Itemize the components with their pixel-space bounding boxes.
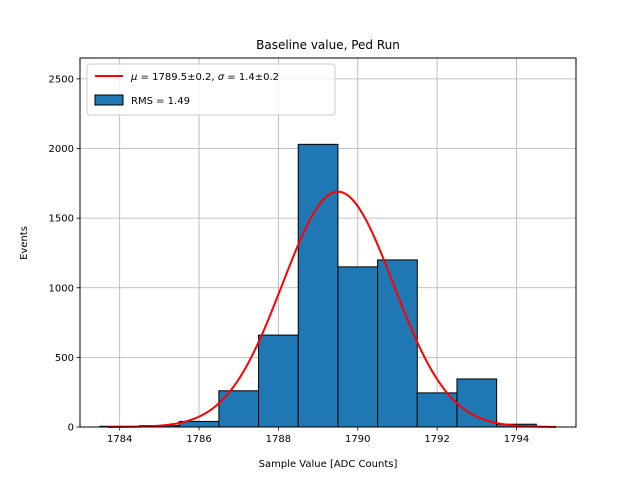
legend-sigma-symbol: σ	[218, 72, 225, 83]
y-axis-ticks: 0 500 1000 1500 2000 2500	[49, 74, 80, 434]
x-axis-label: Sample Value [ADC Counts]	[259, 459, 398, 470]
legend: μ = 1789.5±0.2, σ = 1.4±0.2 RMS = 1.49	[86, 63, 336, 116]
legend-histogram-label: RMS = 1.49	[131, 96, 190, 107]
plot-frame	[79, 57, 577, 428]
x-tick-label: 1792	[424, 434, 449, 445]
x-tick-label: 1788	[266, 434, 291, 445]
x-tick-label: 1784	[107, 434, 132, 445]
legend-box	[86, 63, 336, 116]
legend-mu-symbol: μ	[130, 72, 137, 83]
y-tick-label: 500	[55, 353, 74, 364]
histogram-bar	[337, 266, 379, 428]
histogram-bar	[456, 378, 498, 428]
gaussian-fit-curve	[107, 190, 557, 428]
histogram-bars	[99, 143, 537, 428]
x-tick-label: 1794	[504, 434, 529, 445]
y-tick-label: 2000	[49, 144, 74, 155]
x-tick-label: 1790	[345, 434, 370, 445]
legend-histogram-swatch	[94, 94, 124, 106]
legend-sep: ,	[211, 72, 217, 83]
histogram-bar	[258, 334, 299, 428]
fit-curve-layer	[107, 190, 557, 428]
y-tick-label: 0	[68, 423, 74, 434]
legend-mu-eq: =	[137, 72, 152, 83]
y-tick-label: 1000	[49, 283, 74, 294]
y-tick-label: 2500	[49, 74, 74, 85]
chart-title: Baseline value, Ped Run	[256, 38, 400, 52]
histogram-bar	[297, 143, 339, 428]
legend-sigma-eq: =	[224, 72, 239, 83]
legend-mu-value: 1789.5±0.2	[152, 72, 211, 83]
legend-fit-label: μ = 1789.5±0.2, σ = 1.4±0.2	[130, 72, 279, 83]
x-tick-label: 1786	[186, 434, 211, 445]
legend-sigma-value: 1.4±0.2	[239, 72, 279, 83]
x-axis-ticks: 1784 1786 1788 1790 1792 1794	[107, 427, 529, 445]
y-axis-label: Events	[19, 226, 30, 260]
y-tick-label: 1500	[49, 214, 74, 225]
histogram-bar	[377, 259, 418, 428]
